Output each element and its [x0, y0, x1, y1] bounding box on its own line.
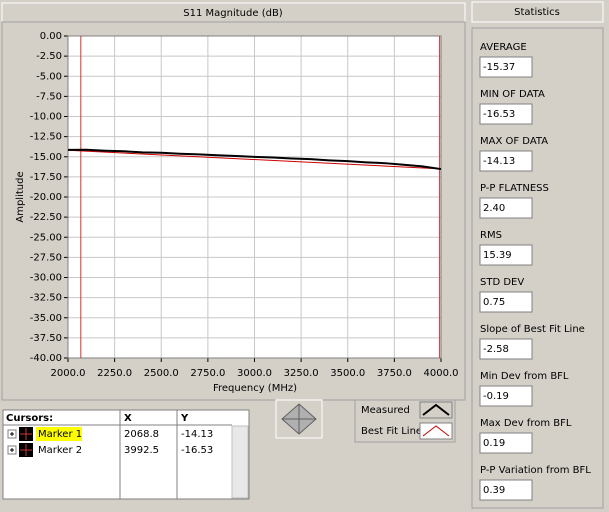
x-tick-label: 3750.0	[377, 368, 412, 379]
y-tick-label: -10.00	[30, 112, 62, 123]
x-tick-label: 3000.0	[237, 368, 272, 379]
y-tick-label: 0.00	[40, 31, 62, 42]
y-tick-label: -15.00	[30, 152, 62, 163]
cursor-x: 3992.5	[124, 445, 159, 456]
y-tick-label: -32.50	[30, 293, 62, 304]
stat-value-box	[479, 291, 533, 313]
stat-value-box	[479, 197, 533, 219]
cursor-name: Marker 2	[38, 445, 82, 456]
y-tick-label: -22.50	[30, 212, 62, 223]
y-tick-label: -2.50	[36, 51, 62, 62]
marker-icon-cross	[20, 428, 32, 440]
x-tick-label: 3500.0	[330, 368, 365, 379]
y-tick-label: -20.00	[30, 192, 62, 203]
stat-value-box	[479, 244, 533, 266]
stats-title: Statistics	[514, 7, 560, 18]
series-line	[67, 148, 442, 171]
y-tick-label: -27.50	[30, 252, 62, 263]
stat-value: -14.13	[483, 156, 515, 167]
y-tick-label: -25.00	[30, 232, 62, 243]
stat-value: 15.39	[483, 250, 512, 261]
x-tick-label: 2500.0	[144, 368, 179, 379]
stat-label: MAX OF DATA	[480, 136, 548, 147]
y-tick-label: -5.00	[36, 71, 62, 82]
stat-value-box	[479, 432, 533, 454]
x-tick-label: 2250.0	[97, 368, 132, 379]
stat-label: STD DEV	[480, 277, 524, 288]
series-line	[67, 149, 442, 170]
plot-frame	[67, 35, 442, 359]
x-tick-label: 2750.0	[190, 368, 225, 379]
stat-value-box	[479, 338, 533, 360]
y-tick-label: -17.50	[30, 172, 62, 183]
expand-plus	[10, 448, 14, 452]
stat-value: -2.58	[483, 344, 509, 355]
stat-label: MIN OF DATA	[480, 89, 545, 100]
expand-plus	[10, 432, 14, 436]
x-axis-label: Frequency (MHz)	[213, 383, 297, 394]
legend-swatch-box	[419, 401, 453, 419]
legend-label: Best Fit Line	[361, 426, 422, 437]
stat-label: Min Dev from BFL	[480, 371, 569, 382]
stat-label: P-P Variation from BFL	[480, 465, 591, 476]
legend-label: Measured	[361, 405, 410, 416]
legend-swatch-box	[419, 422, 453, 440]
legend-swatch	[422, 403, 450, 416]
cursor-y: -16.53	[181, 445, 213, 456]
stat-value: 0.19	[483, 438, 505, 449]
stat-label: P-P FLATNESS	[480, 183, 549, 194]
y-tick-label: -37.50	[30, 333, 62, 344]
stat-label: Slope of Best Fit Line	[480, 324, 585, 335]
cursor-header: X	[124, 413, 132, 424]
stat-label: RMS	[480, 230, 502, 241]
stat-value: 0.75	[483, 297, 505, 308]
stat-value-box	[479, 385, 533, 407]
stat-value: 2.40	[483, 203, 505, 214]
stat-label: Max Dev from BFL	[480, 418, 572, 429]
x-tick-label: 2000.0	[51, 368, 86, 379]
y-tick-label: -7.50	[36, 91, 62, 102]
stat-value-box	[479, 56, 533, 78]
y-tick-label: -35.00	[30, 313, 62, 324]
stat-label: AVERAGE	[480, 42, 527, 53]
y-tick-label: -12.50	[30, 132, 62, 143]
y-axis-label: Amplitude	[15, 171, 26, 222]
stat-value: -0.19	[483, 391, 509, 402]
y-tick-label: -40.00	[30, 353, 62, 364]
chart-title: S11 Magnitude (dB)	[183, 8, 283, 19]
cursor-y: -14.13	[181, 429, 213, 440]
y-tick-label: -30.00	[30, 273, 62, 284]
cursor-name: Marker 1	[38, 429, 82, 440]
cursor-x: 2068.8	[124, 429, 159, 440]
marker-icon-cross	[20, 444, 32, 456]
stat-value-box	[479, 150, 533, 172]
selection-highlight	[36, 427, 82, 441]
stats-title-bar	[471, 1, 604, 23]
stat-value: -16.53	[483, 109, 515, 120]
x-tick-label: 3250.0	[284, 368, 319, 379]
legend-swatch	[422, 425, 450, 437]
cursor-mover-cross	[282, 404, 316, 434]
x-tick-label: 4000.0	[424, 368, 459, 379]
cursor-header: Y	[180, 413, 189, 424]
stat-value: -15.37	[483, 62, 515, 73]
cursor-table-title: Cursors:	[6, 413, 53, 424]
stat-value: 0.39	[483, 485, 505, 496]
stat-value-box	[479, 103, 533, 125]
scrollbar[interactable]	[231, 425, 249, 499]
stat-value-box	[479, 479, 533, 501]
